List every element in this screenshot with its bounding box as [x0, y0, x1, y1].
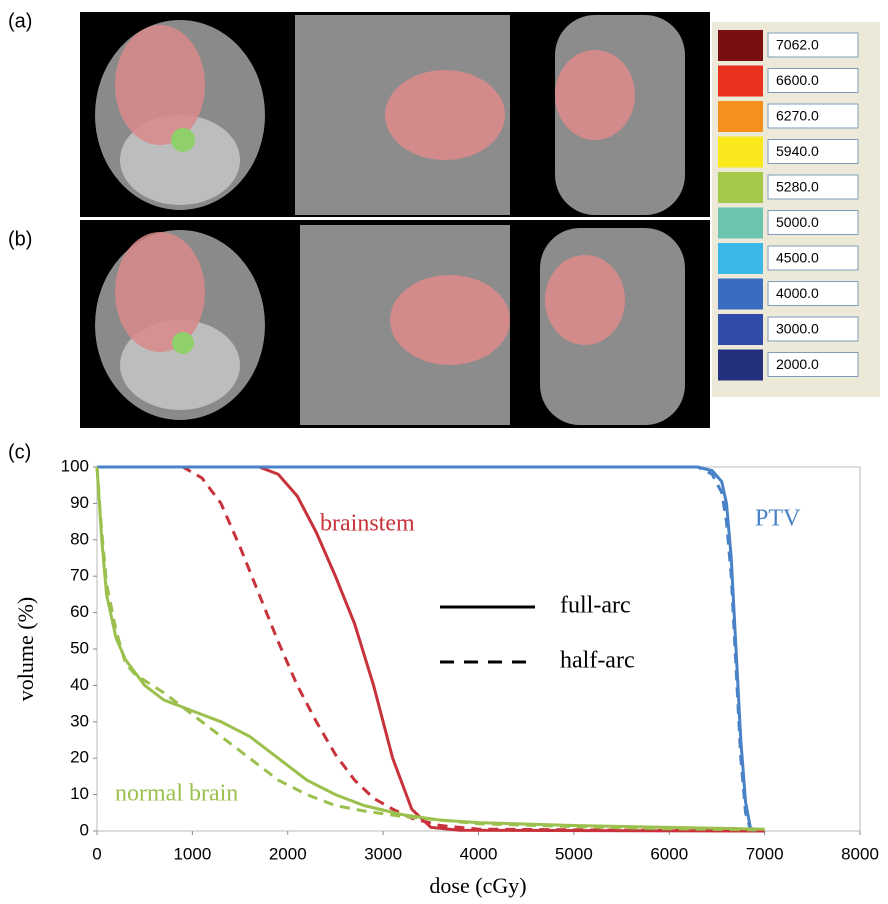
legend-swatch: [718, 65, 763, 97]
y-tick-label: 30: [70, 711, 89, 730]
y-tick-label: 100: [61, 456, 89, 475]
y-tick-label: 10: [70, 784, 89, 803]
y-tick-label: 70: [70, 566, 89, 585]
legend-swatch: [718, 136, 763, 168]
legend-value: 5940.0: [776, 143, 819, 159]
legend-box: [767, 281, 859, 306]
legend-swatch: [718, 349, 763, 381]
legend-box: [767, 316, 859, 342]
dvh-curve: [95, 466, 765, 832]
legend-value: 7062.0: [776, 37, 819, 53]
legend-value: 3000.0: [776, 321, 819, 337]
x-tick-label: 1000: [173, 844, 211, 863]
legend-swatch: [718, 278, 763, 310]
x-tick-label: 2000: [269, 844, 307, 863]
legend-label: half-arc: [560, 648, 635, 674]
curve-label: brainstem: [320, 511, 415, 537]
dvh-curve: [97, 465, 756, 833]
legend-box: [767, 139, 859, 164]
legend-swatch: [718, 207, 763, 239]
legend-value: 5000.0: [776, 214, 819, 230]
ct-images: [80, 12, 880, 428]
legend-swatch: [718, 172, 763, 203]
x-tick-label: 5000: [555, 844, 593, 863]
y-tick-label: 50: [70, 638, 89, 657]
x-axis-title: dose (cGy): [429, 873, 526, 898]
legend-box: [767, 245, 859, 271]
panel-label: (c): [8, 441, 31, 463]
panel-label: (b): [8, 228, 32, 250]
curve-label: PTV: [755, 506, 801, 532]
legend-box: [767, 103, 859, 129]
legend-value: 2000.0: [776, 356, 819, 372]
legend-swatch: [718, 30, 763, 61]
y-tick-label: 40: [70, 675, 89, 694]
x-tick-label: 8000: [841, 844, 879, 863]
legend-value: 4500.0: [776, 250, 819, 266]
y-axis-title: volume (%): [13, 597, 38, 701]
legend-box: [767, 174, 859, 200]
x-tick-label: 4000: [460, 844, 498, 863]
legend-label: full-arc: [560, 593, 631, 619]
y-tick-label: 20: [70, 748, 89, 767]
legend-value: 4000.0: [776, 285, 819, 301]
legend-swatch: [718, 314, 763, 345]
y-tick-label: 0: [80, 820, 89, 839]
legend-box: [767, 68, 859, 93]
legend-swatch: [718, 101, 763, 132]
curve-label: normal brain: [115, 781, 238, 807]
dvh-curve: [97, 465, 756, 833]
legend-value: 5280.0: [776, 179, 819, 195]
legend-value: 6270.0: [776, 108, 819, 124]
dvh-curve: [97, 465, 765, 833]
y-tick-label: 80: [70, 529, 89, 548]
plot-frame: [96, 466, 861, 832]
y-tick-label: 60: [70, 602, 89, 621]
y-tick-label: 90: [70, 493, 89, 512]
legend-box: [767, 32, 859, 58]
x-tick-label: 0: [92, 844, 101, 863]
scan-shapes: [95, 15, 685, 425]
x-tick-label: 7000: [746, 844, 784, 863]
x-tick-label: 3000: [364, 844, 402, 863]
dvh-curve: [97, 465, 765, 833]
legend-value: 6600.0: [776, 72, 819, 88]
legend-box: [767, 352, 859, 377]
dvh-curve: [95, 466, 765, 831]
x-tick-label: 6000: [650, 844, 688, 863]
legend-swatch: [718, 243, 763, 274]
panel-label: (a): [8, 10, 32, 32]
legend-box: [767, 210, 859, 235]
